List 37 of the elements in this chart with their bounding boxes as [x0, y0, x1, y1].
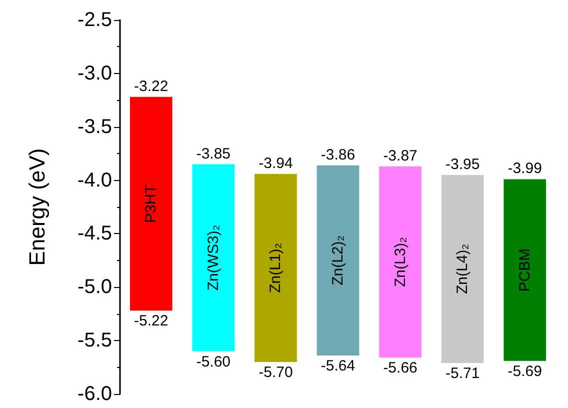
bar	[316, 165, 360, 356]
annotation: -5.71	[445, 365, 480, 382]
y-tick-label: -4.0	[78, 169, 112, 192]
bar	[379, 166, 422, 358]
x-tick-label: PCBM	[516, 248, 534, 292]
y-tick-label: -3.0	[78, 62, 112, 84]
bar	[254, 174, 297, 362]
bar	[441, 174, 484, 364]
annotation: -5.70	[258, 364, 293, 381]
annotation: -5.66	[383, 360, 418, 377]
annotation: -3.86	[320, 146, 356, 164]
annotation: -3.94	[258, 154, 293, 172]
annotation: -5.69	[508, 362, 542, 380]
x-tick-label: Zn(L2)₂	[330, 235, 346, 286]
annotation: -3.85	[196, 145, 231, 162]
x-tick-label: Zn(WS3)₂	[204, 224, 222, 291]
y-tick-label: -5.0	[78, 276, 112, 298]
y-tick-label: -4.5	[78, 222, 112, 245]
y-tick-label: -3.5	[78, 116, 112, 138]
bar	[504, 179, 546, 361]
y-tick-label: -5.5	[78, 330, 112, 352]
bar	[192, 164, 235, 352]
x-tick-label: P3HT	[142, 184, 160, 223]
annotation: -3.22	[134, 78, 168, 95]
annotation: -3.99	[508, 160, 542, 178]
x-tick-label: Zn(L4)₂	[454, 244, 472, 294]
y-tick-label: -2.5	[78, 9, 112, 31]
y-axis-title: Energy (eV)	[24, 148, 50, 266]
x-tick-label: Zn(L3)₂	[392, 236, 409, 288]
annotation: -3.87	[383, 147, 418, 164]
annotation: -5.60	[196, 353, 231, 370]
annotation: -5.22	[134, 312, 168, 330]
annotation: -5.64	[320, 358, 356, 375]
x-tick-label: Zn(L1)₂	[267, 242, 284, 293]
y-tick-label: -6.0	[78, 383, 112, 405]
annotation: -3.95	[445, 156, 480, 173]
bar	[130, 96, 172, 311]
